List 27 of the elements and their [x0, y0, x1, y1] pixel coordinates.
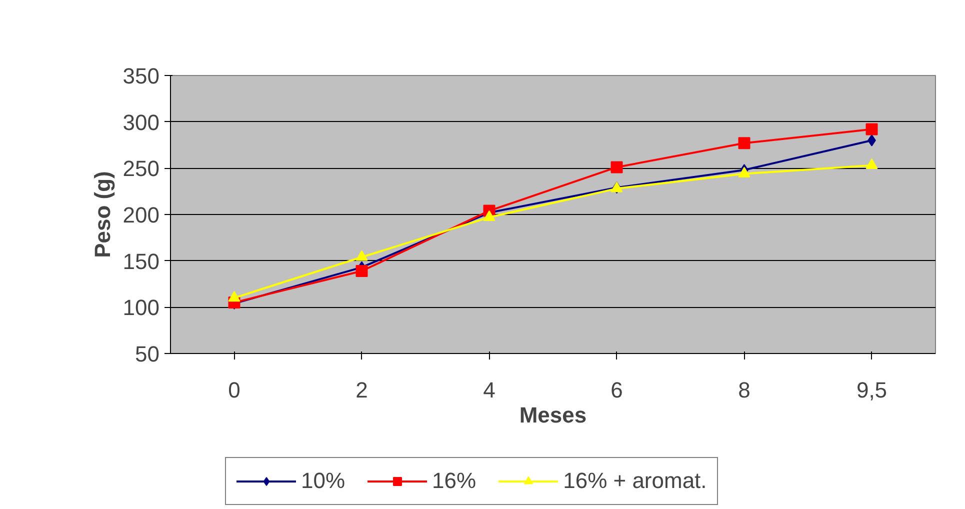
legend-label: 10%: [301, 468, 346, 494]
x-tick-label: 9,5: [856, 378, 888, 402]
y-tick-label: 350: [122, 64, 160, 88]
y-tick-label: 100: [122, 295, 160, 320]
y-tick-label: 200: [122, 202, 160, 228]
legend-label: 16% + aromat.: [563, 468, 707, 494]
x-tick-label: 2: [356, 378, 368, 402]
point: [228, 291, 240, 302]
point: [866, 158, 878, 170]
x-tick-label: 0: [228, 378, 240, 402]
point: [483, 210, 496, 221]
point: [356, 265, 368, 278]
y-tick-label: 150: [122, 248, 160, 274]
x-tick-label: 6: [610, 378, 623, 402]
y-tick-label: 300: [122, 110, 160, 135]
x-tick-label: 4: [483, 378, 496, 402]
point: [610, 161, 623, 174]
x-tick-label: 8: [738, 378, 750, 402]
y-axis-title: Peso (g): [90, 171, 115, 258]
x-axis-title: Meses: [519, 402, 587, 428]
point: [738, 137, 750, 150]
y-tick-label: 50: [135, 342, 160, 366]
point: [356, 250, 368, 261]
legend-label: 16%: [432, 468, 476, 494]
y-tick-label: 250: [122, 156, 160, 182]
point: [738, 166, 750, 178]
point: [866, 123, 878, 136]
